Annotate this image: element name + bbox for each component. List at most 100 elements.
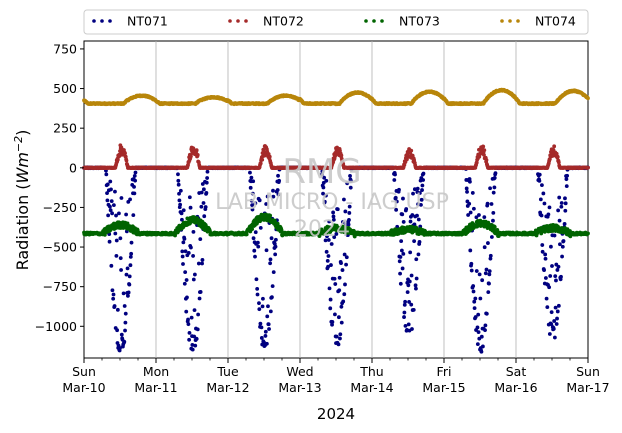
data-point bbox=[543, 276, 548, 280]
legend-marker bbox=[100, 19, 104, 23]
data-point bbox=[337, 275, 342, 280]
data-point bbox=[250, 203, 255, 208]
data-point bbox=[132, 185, 136, 189]
data-point bbox=[542, 201, 547, 206]
data-point bbox=[397, 259, 402, 264]
data-point bbox=[556, 303, 561, 308]
data-point bbox=[186, 251, 191, 255]
data-point bbox=[119, 268, 123, 272]
data-point bbox=[407, 279, 412, 284]
data-point bbox=[273, 252, 278, 257]
data-point bbox=[471, 206, 476, 211]
data-point bbox=[132, 191, 137, 196]
legend-marker bbox=[516, 19, 520, 23]
data-point bbox=[563, 208, 568, 213]
data-point bbox=[344, 255, 349, 260]
data-point bbox=[115, 328, 120, 333]
data-point bbox=[187, 330, 192, 335]
data-point bbox=[328, 297, 333, 302]
data-point bbox=[484, 267, 489, 272]
data-point bbox=[191, 230, 196, 234]
data-point bbox=[118, 256, 123, 261]
data-point bbox=[564, 177, 569, 182]
data-point bbox=[124, 272, 129, 277]
data-point bbox=[203, 205, 208, 209]
legend-label: NT072 bbox=[263, 14, 304, 29]
data-point bbox=[195, 327, 200, 332]
data-point bbox=[268, 261, 273, 266]
data-point bbox=[563, 201, 568, 206]
data-point bbox=[268, 257, 273, 262]
data-point bbox=[257, 301, 261, 306]
data-point bbox=[482, 245, 487, 250]
plot-area bbox=[83, 40, 589, 359]
data-point bbox=[553, 274, 558, 279]
data-point bbox=[133, 170, 138, 175]
data-point bbox=[263, 334, 268, 338]
legend-marker bbox=[364, 19, 368, 23]
data-point bbox=[248, 185, 253, 190]
data-point bbox=[333, 282, 338, 286]
data-point bbox=[555, 309, 560, 314]
data-point bbox=[471, 289, 476, 294]
data-point bbox=[547, 285, 552, 290]
legend-marker bbox=[500, 19, 504, 23]
data-point bbox=[493, 171, 498, 176]
data-point bbox=[270, 284, 275, 289]
data-point bbox=[421, 178, 426, 182]
data-point bbox=[271, 270, 276, 275]
data-point bbox=[181, 240, 186, 245]
data-point bbox=[176, 178, 181, 183]
data-point bbox=[189, 315, 194, 320]
data-point bbox=[180, 249, 185, 254]
data-point bbox=[334, 334, 339, 339]
data-point bbox=[477, 213, 481, 217]
data-point bbox=[117, 211, 121, 216]
data-point bbox=[129, 240, 134, 245]
data-point bbox=[560, 244, 565, 249]
data-point bbox=[253, 201, 258, 206]
data-point bbox=[123, 328, 127, 333]
data-point bbox=[476, 330, 481, 335]
data-point bbox=[399, 248, 404, 253]
data-point bbox=[487, 272, 492, 277]
data-point bbox=[483, 328, 487, 333]
data-point bbox=[255, 292, 260, 297]
data-point bbox=[486, 290, 491, 295]
data-point bbox=[548, 274, 553, 278]
data-point bbox=[557, 218, 562, 223]
data-point bbox=[119, 332, 124, 337]
data-point bbox=[267, 327, 271, 331]
data-point bbox=[244, 232, 249, 237]
data-point bbox=[196, 261, 201, 266]
data-point bbox=[563, 196, 567, 201]
data-point bbox=[398, 255, 403, 259]
data-point bbox=[477, 272, 482, 277]
data-point bbox=[542, 268, 546, 272]
data-point bbox=[109, 187, 113, 192]
data-point bbox=[552, 335, 557, 340]
data-point bbox=[132, 173, 137, 178]
data-point bbox=[550, 264, 554, 268]
data-point bbox=[342, 292, 347, 297]
data-point bbox=[271, 188, 275, 193]
data-point bbox=[330, 320, 335, 324]
data-point bbox=[251, 236, 256, 241]
data-point bbox=[539, 213, 544, 218]
data-point bbox=[402, 315, 406, 319]
data-point bbox=[561, 239, 566, 243]
data-point bbox=[260, 304, 265, 309]
data-point bbox=[248, 170, 252, 175]
data-point bbox=[475, 325, 480, 330]
data-point bbox=[131, 213, 136, 218]
data-point bbox=[420, 183, 425, 188]
data-point bbox=[547, 332, 552, 336]
data-point bbox=[483, 271, 488, 276]
data-point bbox=[199, 204, 204, 209]
grid-lines bbox=[155, 41, 517, 358]
data-point bbox=[199, 190, 204, 195]
data-point bbox=[543, 256, 548, 261]
legend-label: NT074 bbox=[535, 14, 576, 29]
data-point bbox=[421, 171, 426, 176]
